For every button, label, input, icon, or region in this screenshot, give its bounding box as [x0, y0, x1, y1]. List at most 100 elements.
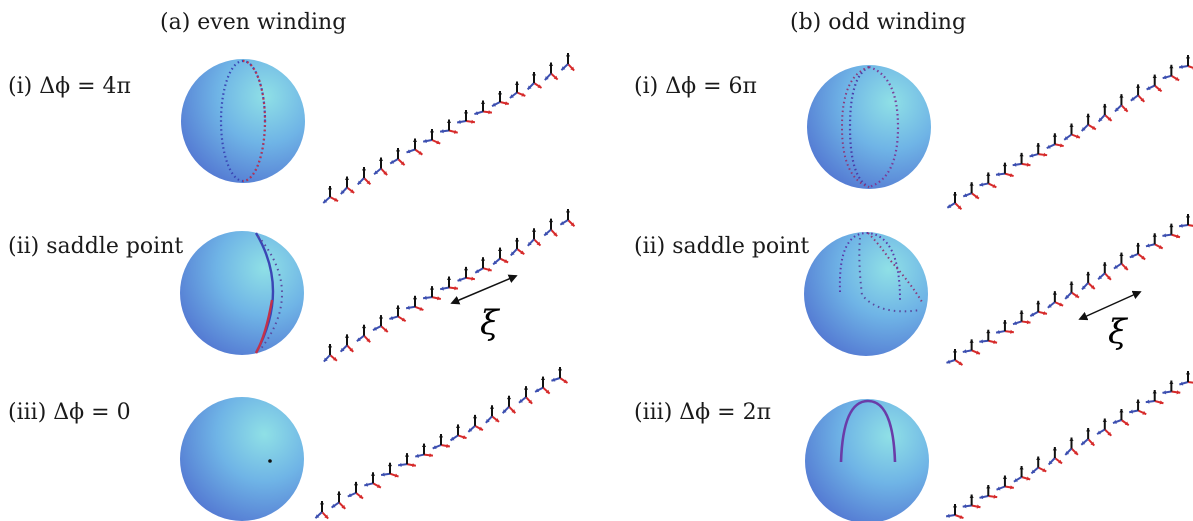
spin-triad — [559, 209, 576, 227]
row-label-odd-iii: (iii) Δϕ = 2π — [634, 400, 772, 425]
row-label-even-iii: (iii) Δϕ = 0 — [8, 400, 131, 425]
spin-triad — [467, 414, 484, 433]
spin-triad — [1114, 94, 1129, 113]
sphere-even-iii — [180, 397, 304, 521]
spin-triad — [1046, 133, 1064, 150]
spin-triad — [405, 295, 424, 311]
spin-triad — [962, 182, 980, 200]
spin-triad — [510, 237, 525, 257]
spin-triad — [1178, 214, 1193, 228]
spin-triad — [474, 100, 493, 116]
xi-label-even: ξ — [480, 303, 501, 343]
spin-triad — [1029, 143, 1048, 158]
spin-triad — [946, 192, 963, 211]
spin-triad — [1081, 271, 1096, 291]
spin-triad — [1162, 223, 1181, 239]
chain-odd-i — [946, 55, 1193, 211]
spin-triad — [1013, 466, 1031, 483]
spin-triad — [1112, 409, 1130, 427]
spin-triad — [347, 481, 364, 500]
spin-triad — [534, 376, 551, 395]
spin-triad — [322, 186, 339, 204]
sphere-odd-ii — [804, 231, 928, 356]
spin-triad — [364, 472, 382, 489]
spin-triad — [485, 405, 500, 424]
sphere-even-i — [181, 59, 305, 183]
spin-triad — [432, 434, 451, 450]
row-label-odd-ii: (ii) saddle point — [634, 234, 810, 259]
spin-triad — [373, 157, 388, 176]
spin-triad — [1146, 74, 1163, 93]
spin-triad — [1063, 123, 1081, 141]
spin-triad — [439, 276, 459, 291]
spin-triad — [314, 501, 329, 520]
spin-triad — [1130, 84, 1146, 103]
spin-triad — [389, 305, 407, 323]
spin-triad — [945, 504, 964, 520]
spin-triad — [995, 320, 1014, 335]
spin-triad — [1096, 418, 1112, 437]
spin-triad — [995, 162, 1014, 178]
spin-triad — [1097, 262, 1112, 281]
spin-triad — [996, 475, 1014, 491]
chain-odd-iii — [945, 371, 1193, 520]
spin-triad — [340, 176, 355, 195]
spin-triad — [474, 257, 492, 274]
spin-triad — [1178, 55, 1193, 70]
spin-triad — [1064, 281, 1080, 300]
spin-triad — [1080, 428, 1096, 447]
column-title-even: (a) even winding — [160, 10, 347, 35]
spin-triad — [543, 218, 558, 237]
xi-arrow-odd — [1078, 290, 1142, 321]
spin-triad — [1012, 310, 1031, 326]
spin-triad — [544, 62, 559, 81]
spin-triad — [979, 172, 997, 189]
sphere-odd-i — [807, 65, 931, 189]
spin-triad — [526, 72, 543, 91]
spin-triad — [509, 81, 526, 99]
spin-triad — [1162, 380, 1181, 395]
spin-triad — [422, 129, 441, 145]
spin-triad — [1064, 437, 1079, 456]
spin-triad — [501, 395, 517, 414]
spin-chains — [314, 53, 1193, 520]
spin-triad — [397, 453, 417, 468]
spin-triad — [339, 334, 354, 353]
spin-triad — [1113, 252, 1129, 271]
spin-triad — [456, 110, 476, 124]
spin-triad — [1129, 242, 1146, 261]
spin-triad — [415, 443, 434, 458]
spin-triad — [357, 167, 372, 186]
spin-triad — [1012, 152, 1031, 167]
chain-even-ii — [323, 209, 576, 363]
column-title-odd: (b) odd winding — [790, 10, 967, 35]
spin-triad — [457, 266, 476, 282]
spin-triad — [946, 349, 964, 366]
spin-triad — [1145, 233, 1164, 250]
spin-triad — [1047, 447, 1063, 466]
spin-triad — [356, 324, 371, 343]
spin-triad — [323, 344, 338, 363]
chain-even-iii — [314, 367, 569, 520]
sphere-even-ii — [180, 231, 304, 355]
spin-triad — [439, 119, 458, 134]
spin-triad — [979, 329, 998, 344]
spin-triad — [491, 91, 509, 108]
xi-label-odd: ξ — [1108, 312, 1129, 352]
spin-triad — [389, 148, 406, 166]
spin-triad — [1179, 371, 1193, 386]
spin-triad — [1129, 399, 1147, 416]
row-label-even-ii: (ii) saddle point — [8, 234, 184, 259]
spin-triad — [449, 424, 467, 442]
spin-triad — [1030, 456, 1047, 475]
spin-triad — [1047, 291, 1064, 309]
spin-triad — [406, 138, 423, 156]
spin-triad — [962, 339, 981, 355]
xi-arrow-even — [450, 274, 518, 305]
chain-even-i — [322, 53, 575, 204]
spin-triad — [979, 485, 998, 500]
sphere-odd-iii — [805, 399, 929, 521]
spin-triad — [1029, 300, 1048, 317]
spin-triad — [372, 315, 389, 333]
